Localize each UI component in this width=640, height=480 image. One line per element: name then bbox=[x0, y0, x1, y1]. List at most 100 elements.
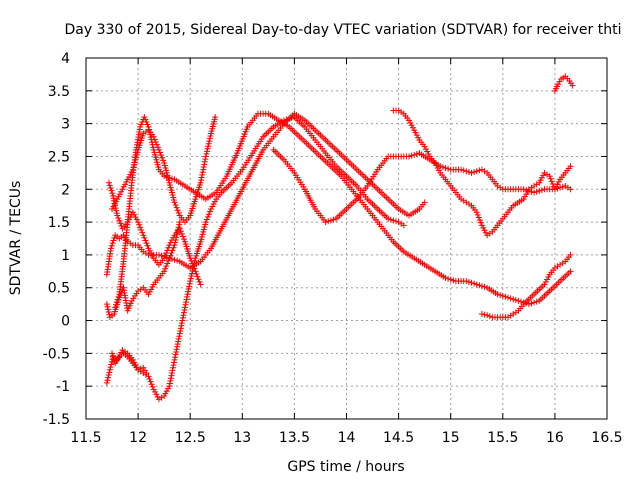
data-point bbox=[476, 282, 483, 289]
data-point bbox=[447, 276, 454, 283]
data-point bbox=[205, 140, 212, 147]
data-point bbox=[190, 263, 197, 270]
data-point bbox=[471, 169, 478, 176]
data-point bbox=[406, 153, 413, 160]
data-point bbox=[569, 82, 576, 89]
data-point bbox=[117, 220, 124, 227]
data-point bbox=[174, 341, 181, 348]
data-point bbox=[163, 249, 170, 256]
data-point bbox=[465, 278, 472, 285]
data-point bbox=[103, 301, 110, 308]
data-point bbox=[115, 215, 122, 222]
data-point bbox=[166, 383, 173, 390]
data-point bbox=[184, 291, 191, 298]
data-point bbox=[148, 381, 155, 388]
data-point bbox=[536, 187, 543, 194]
data-point bbox=[531, 189, 538, 196]
data-point bbox=[145, 373, 152, 380]
data-point bbox=[175, 338, 182, 345]
data-point bbox=[528, 300, 535, 307]
data-point bbox=[283, 116, 290, 123]
data-point bbox=[154, 144, 161, 151]
data-point bbox=[445, 275, 452, 282]
data-point bbox=[188, 257, 195, 264]
data-point bbox=[533, 298, 540, 305]
data-point bbox=[546, 173, 553, 180]
data-point bbox=[108, 358, 115, 365]
data-point bbox=[180, 312, 187, 319]
data-point bbox=[174, 343, 181, 350]
data-point bbox=[547, 175, 554, 182]
data-point bbox=[152, 139, 159, 146]
data-point bbox=[167, 377, 174, 384]
data-point bbox=[207, 133, 214, 140]
data-point bbox=[107, 364, 114, 371]
data-point bbox=[110, 237, 117, 244]
data-point bbox=[442, 274, 449, 281]
data-point bbox=[458, 166, 465, 173]
data-point bbox=[200, 163, 207, 170]
data-point bbox=[171, 356, 178, 363]
y-tick-label: 2 bbox=[61, 182, 70, 198]
data-point bbox=[203, 148, 210, 155]
data-point bbox=[164, 247, 171, 254]
data-point bbox=[327, 217, 334, 224]
data-point bbox=[473, 281, 480, 288]
data-point bbox=[468, 279, 475, 286]
data-point bbox=[143, 370, 150, 377]
data-point bbox=[486, 313, 493, 320]
data-point bbox=[175, 224, 182, 231]
data-point bbox=[468, 169, 475, 176]
data-point bbox=[142, 237, 149, 244]
data-point bbox=[166, 255, 173, 262]
data-point bbox=[178, 320, 185, 327]
data-point bbox=[178, 230, 185, 237]
data-point bbox=[161, 268, 168, 275]
data-point bbox=[181, 307, 188, 314]
data-point bbox=[172, 202, 179, 209]
data-point bbox=[198, 177, 205, 184]
data-point bbox=[559, 183, 566, 190]
data-point bbox=[139, 229, 146, 236]
data-point bbox=[167, 375, 174, 382]
data-point bbox=[107, 184, 114, 191]
data-point bbox=[439, 164, 446, 171]
x-tick-label: 12.5 bbox=[175, 430, 206, 446]
data-point bbox=[141, 234, 148, 241]
data-point bbox=[481, 311, 488, 318]
data-point bbox=[155, 251, 162, 258]
data-point bbox=[171, 242, 178, 249]
data-point bbox=[161, 173, 168, 180]
data-point bbox=[286, 115, 293, 122]
data-point bbox=[183, 296, 190, 303]
data-point bbox=[484, 312, 491, 319]
data-point bbox=[212, 114, 219, 121]
data-point bbox=[137, 224, 144, 231]
data-point bbox=[165, 257, 172, 264]
data-point bbox=[173, 349, 180, 356]
data-point bbox=[177, 325, 184, 332]
data-point bbox=[155, 146, 162, 153]
data-point bbox=[105, 372, 112, 379]
data-point bbox=[442, 164, 449, 171]
data-point bbox=[411, 151, 418, 158]
data-point bbox=[180, 236, 187, 243]
data-point bbox=[168, 372, 175, 379]
axis-ticks: 11.5 12 12.5 13 13.5 14 14.5 15 15.5 16 16.5-1.5-1… bbox=[43, 51, 623, 446]
data-point bbox=[172, 239, 179, 246]
series-track-2 bbox=[103, 110, 428, 278]
data-point bbox=[499, 292, 506, 299]
data-point bbox=[322, 219, 329, 226]
data-point bbox=[192, 268, 199, 275]
data-point bbox=[168, 370, 175, 377]
data-point bbox=[548, 178, 555, 185]
data-point bbox=[179, 314, 186, 321]
data-point bbox=[465, 169, 472, 176]
data-point bbox=[162, 265, 169, 272]
data-point bbox=[478, 310, 485, 317]
data-point bbox=[445, 165, 452, 172]
data-point bbox=[150, 133, 157, 140]
data-point bbox=[463, 278, 470, 285]
series-track-11 bbox=[103, 219, 183, 321]
data-point bbox=[186, 280, 193, 287]
